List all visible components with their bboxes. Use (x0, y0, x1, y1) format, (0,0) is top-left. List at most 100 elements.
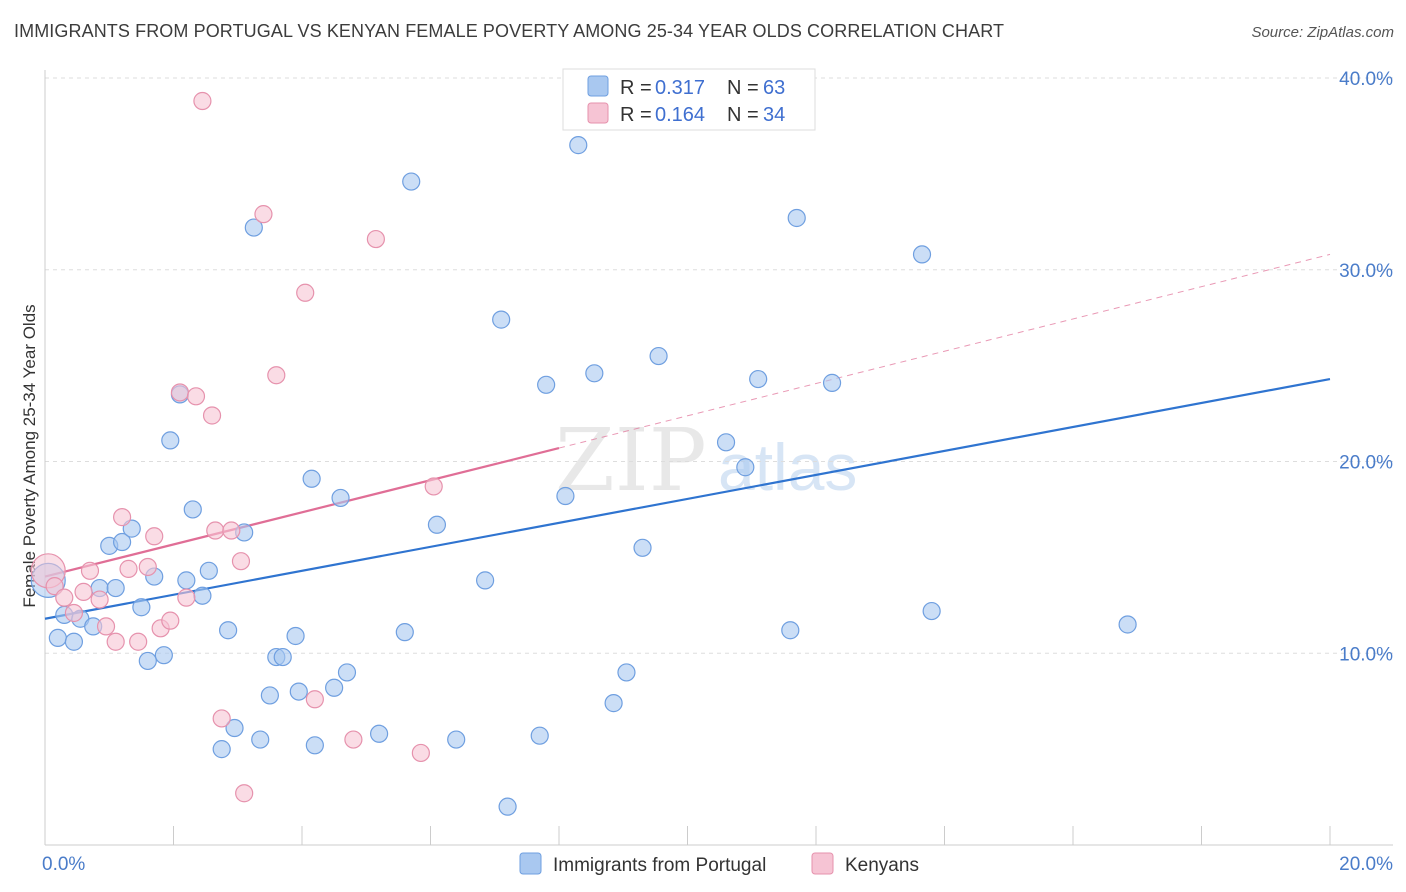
trend-line-immigrants-from-portugal (44, 377, 1331, 620)
point-immigrants-from-portugal-22 (219, 621, 238, 640)
bottom-legend: Immigrants from Portugal Kenyans (519, 852, 919, 876)
point-immigrants-from-portugal-25 (244, 218, 263, 237)
point-kenyans-9 (112, 508, 132, 527)
y-tick-label-20: 20.0% (1339, 453, 1393, 474)
legend-swatch-pink (587, 102, 609, 124)
point-kenyans-30 (344, 730, 363, 749)
y-axis-title: Female Poverty Among 25-34 Year Olds (20, 304, 39, 607)
point-immigrants-from-portugal-33 (305, 736, 324, 755)
point-kenyans-8 (106, 632, 125, 651)
point-immigrants-from-portugal-45 (530, 726, 549, 745)
point-kenyans-20 (202, 406, 222, 425)
point-kenyans-17 (177, 588, 196, 607)
point-immigrants-from-portugal-60 (912, 245, 932, 264)
trend-line-kenyans (44, 447, 560, 578)
point-kenyans-33 (424, 477, 443, 496)
point-immigrants-from-portugal-55 (736, 458, 755, 477)
point-immigrants-from-portugal-43 (492, 310, 511, 329)
point-kenyans-26 (254, 205, 273, 224)
bottom-legend-swatch-blue (519, 852, 542, 875)
legend: R = 0.317 N = 63 R = 0.164 N = 34 (562, 68, 816, 131)
point-immigrants-from-portugal-41 (447, 730, 466, 749)
point-immigrants-from-portugal-30 (286, 626, 305, 646)
point-immigrants-from-portugal-23 (225, 718, 244, 738)
legend-n-label-pink: N = (727, 104, 764, 126)
legend-r-value-blue: 0.317 (655, 77, 705, 99)
point-kenyans-18 (186, 387, 206, 406)
point-immigrants-from-portugal-49 (585, 364, 604, 383)
point-kenyans-27 (267, 366, 286, 385)
point-kenyans-28 (296, 283, 315, 302)
bottom-legend-swatch-pink (811, 852, 834, 875)
point-immigrants-from-portugal-46 (537, 375, 556, 394)
legend-swatch-blue (587, 75, 609, 97)
point-immigrants-from-portugal-1 (48, 628, 67, 648)
point-immigrants-from-portugal-59 (822, 373, 842, 392)
legend-r-value-pink: 0.164 (655, 104, 705, 126)
point-kenyans-13 (145, 527, 164, 546)
point-kenyans-4 (74, 582, 93, 601)
point-immigrants-from-portugal-38 (395, 623, 414, 642)
point-immigrants-from-portugal-39 (402, 172, 421, 191)
point-immigrants-from-portugal-48 (569, 136, 588, 155)
x-ticks (173, 826, 1331, 845)
point-kenyans-25 (235, 784, 254, 803)
point-immigrants-from-portugal-44 (498, 797, 517, 816)
point-immigrants-from-portugal-51 (617, 663, 636, 682)
x-tick-label-min: 0.0% (42, 854, 85, 875)
trend-lines (44, 253, 1331, 620)
point-immigrants-from-portugal-20 (199, 561, 218, 580)
point-immigrants-from-portugal-53 (649, 346, 668, 366)
point-kenyans-15 (161, 611, 180, 630)
point-immigrants-from-portugal-21 (212, 740, 231, 759)
point-kenyans-19 (193, 91, 212, 111)
point-immigrants-from-portugal-34 (325, 678, 344, 697)
point-kenyans-32 (411, 743, 430, 763)
point-immigrants-from-portugal-32 (302, 469, 321, 488)
point-immigrants-from-portugal-18 (183, 500, 202, 519)
point-kenyans-31 (366, 229, 385, 249)
bottom-legend-label-blue: Immigrants from Portugal (553, 855, 766, 876)
legend-r-label-pink: R = (620, 104, 657, 126)
point-kenyans-11 (129, 632, 148, 651)
x-tick-label-max: 20.0% (1339, 854, 1393, 875)
point-kenyans-3 (64, 603, 84, 623)
point-immigrants-from-portugal-8 (106, 578, 125, 598)
point-immigrants-from-portugal-37 (370, 724, 389, 743)
legend-n-value-pink: 34 (763, 104, 785, 126)
chart-title: IMMIGRANTS FROM PORTUGAL VS KENYAN FEMAL… (14, 21, 1005, 41)
point-immigrants-from-portugal-35 (331, 488, 350, 508)
point-immigrants-from-portugal-58 (787, 208, 806, 228)
point-kenyans-22 (212, 709, 231, 728)
point-kenyans-29 (305, 690, 324, 709)
point-immigrants-from-portugal-15 (161, 431, 180, 450)
point-kenyans-2 (55, 588, 74, 607)
point-immigrants-from-portugal-29 (273, 647, 292, 667)
point-immigrants-from-portugal-26 (251, 730, 270, 749)
point-kenyans-24 (231, 552, 251, 571)
point-immigrants-from-portugal-54 (716, 433, 736, 452)
point-immigrants-from-portugal-40 (427, 515, 447, 534)
point-immigrants-from-portugal-31 (289, 682, 308, 701)
point-immigrants-from-portugal-52 (633, 538, 652, 557)
point-immigrants-from-portugal-14 (154, 646, 173, 665)
point-immigrants-from-portugal-12 (138, 651, 157, 671)
point-immigrants-from-portugal-36 (337, 663, 357, 682)
point-immigrants-from-portugal-57 (781, 621, 800, 640)
point-immigrants-from-portugal-62 (1118, 615, 1137, 634)
y-tick-label-40: 40.0% (1339, 69, 1393, 90)
chart-source: Source: ZipAtlas.com (1251, 24, 1394, 41)
legend-n-label-blue: N = (727, 77, 764, 99)
point-immigrants-from-portugal-9 (112, 532, 132, 552)
point-kenyans-12 (138, 557, 157, 577)
point-immigrants-from-portugal-50 (604, 694, 623, 713)
point-immigrants-from-portugal-47 (556, 486, 575, 506)
point-kenyans-5 (80, 561, 100, 580)
point-immigrants-from-portugal-56 (749, 369, 768, 389)
bottom-legend-label-pink: Kenyans (845, 855, 919, 876)
point-immigrants-from-portugal-11 (132, 598, 151, 617)
point-kenyans-6 (90, 590, 109, 609)
watermark: ZIP atlas (555, 411, 857, 511)
point-kenyans-7 (96, 617, 116, 636)
